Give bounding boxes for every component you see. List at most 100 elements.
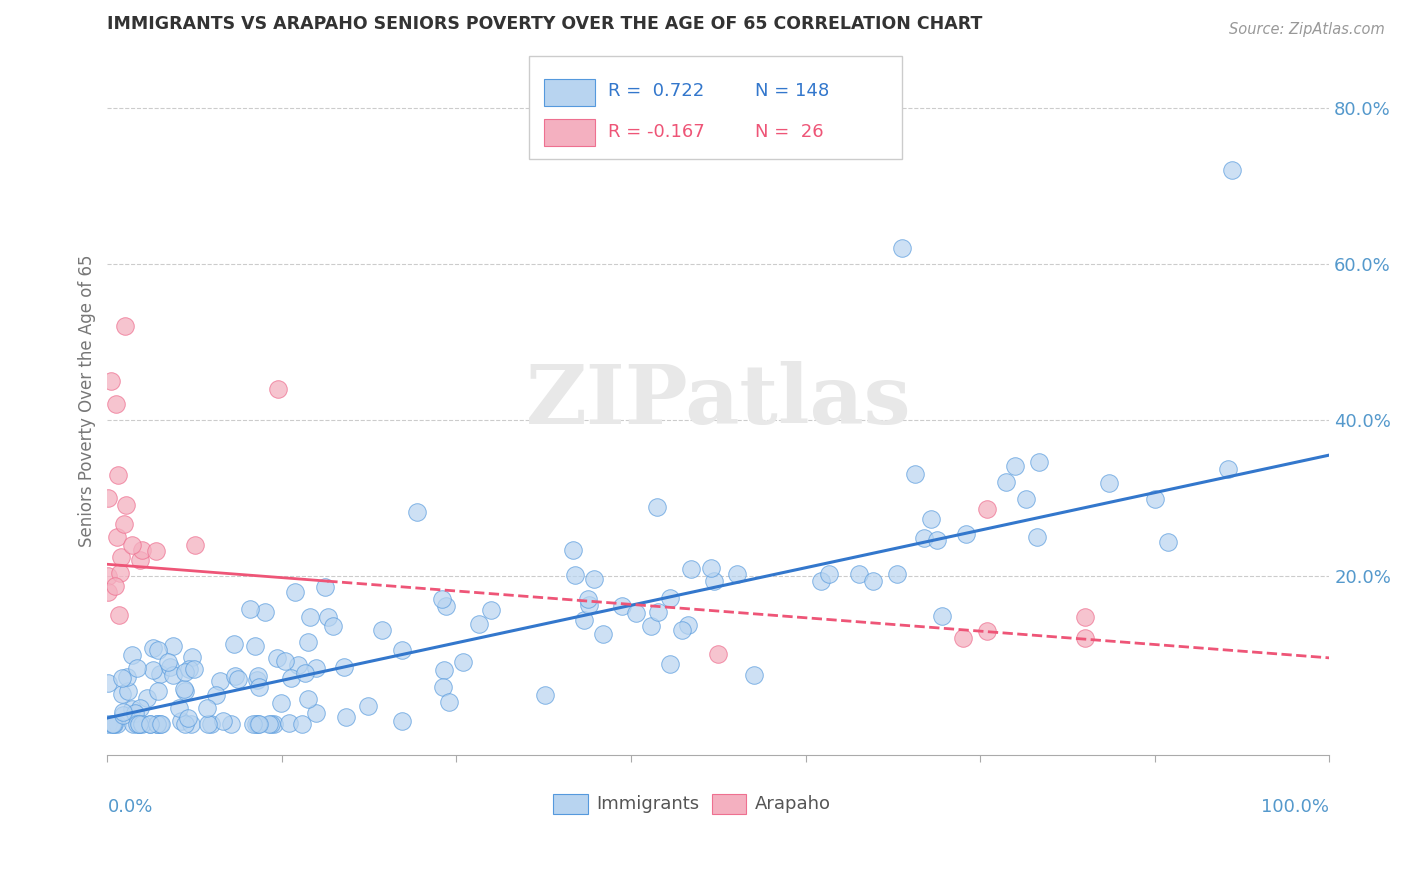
Point [1216,462,1239,476]
Point [291,717,314,731]
Point [121,701,143,715]
Point [578,598,600,612]
Point [592,627,614,641]
Point [177,711,200,725]
Point [146,717,169,731]
Point [467,616,489,631]
Point [97,569,120,583]
Point [97,491,120,505]
Point [647,606,669,620]
Y-axis label: Seniors Poverty Over the Age of 65: Seniors Poverty Over the Age of 65 [79,254,96,547]
Point [479,603,502,617]
Point [610,599,633,613]
Point [451,655,474,669]
Text: R =  0.722: R = 0.722 [609,82,704,100]
Point [335,709,357,723]
Point [180,717,202,731]
Point [162,639,184,653]
Point [200,717,222,731]
Point [108,607,131,622]
Point [1025,530,1047,544]
Point [1220,163,1243,178]
Point [136,690,159,705]
Point [139,717,162,731]
Text: 100.0%: 100.0% [1261,798,1329,816]
Text: ZIPatlas: ZIPatlas [526,360,911,441]
Point [406,505,429,519]
Point [862,574,884,589]
Point [104,579,127,593]
Point [391,714,413,728]
Point [128,717,150,731]
Point [247,717,270,731]
Point [267,382,290,396]
Point [278,715,301,730]
Text: Immigrants: Immigrants [596,795,699,813]
Point [242,717,264,731]
Point [97,717,120,731]
Bar [544,79,595,106]
Point [125,717,148,731]
Point [297,635,319,649]
Point [174,717,197,731]
Point [97,675,120,690]
Point [976,502,998,516]
Point [356,698,378,713]
Bar [544,120,595,146]
Point [1156,535,1178,549]
Point [955,527,977,541]
Point [432,591,454,606]
Point [149,717,172,731]
Point [110,672,132,686]
Point [117,684,139,698]
Point [177,662,200,676]
Point [848,567,870,582]
Point [810,574,832,589]
Point [205,688,228,702]
Point [111,687,134,701]
Point [142,663,165,677]
Text: R = -0.167: R = -0.167 [609,122,704,141]
Point [129,553,152,567]
Point [259,717,281,731]
Point [114,319,136,334]
Point [122,717,145,731]
Point [181,649,204,664]
Point [108,566,131,581]
Point [125,661,148,675]
Point [107,717,129,731]
Text: 0.0%: 0.0% [107,798,153,816]
Point [131,542,153,557]
Point [128,717,150,731]
Point [912,531,935,545]
Point [219,717,242,731]
Point [131,717,153,731]
Point [561,543,583,558]
Point [304,706,326,720]
Point [260,717,283,731]
Point [322,619,344,633]
Point [564,568,586,582]
Point [263,717,285,731]
Point [1143,491,1166,506]
Point [148,643,170,657]
Point [270,696,292,710]
Point [583,572,606,586]
Point [671,623,693,637]
Point [433,664,456,678]
Point [146,684,169,698]
Point [110,550,132,565]
Point [224,638,246,652]
Point [209,673,232,688]
Point [145,544,167,558]
Point [284,584,307,599]
Point [226,673,249,687]
Point [294,666,316,681]
Point [371,623,394,637]
Point [886,567,908,582]
Point [658,591,681,606]
Point [533,688,555,702]
Point [100,374,122,388]
Point [976,624,998,638]
Point [725,567,748,582]
